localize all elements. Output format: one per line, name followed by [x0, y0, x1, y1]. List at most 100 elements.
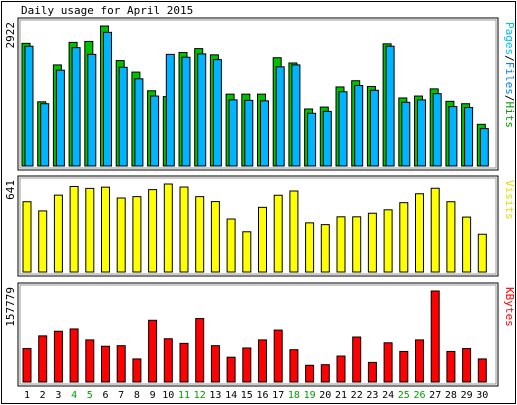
legend-visits: Visits [503, 180, 516, 220]
bar-visits-day-16 [258, 206, 267, 273]
bar-visits-day-3 [53, 194, 63, 273]
bar-files-day-23 [369, 89, 379, 167]
bar-kbytes-day-30 [477, 358, 487, 383]
day-label-13: 13 [209, 390, 221, 401]
bar-files-day-14 [228, 99, 238, 167]
legend: Visits [503, 180, 516, 220]
bar-files-day-6 [103, 31, 112, 167]
day-label-19: 19 [304, 390, 316, 401]
day-label-16: 16 [256, 390, 268, 401]
bar-visits-day-20 [320, 224, 330, 273]
bar-files-day-27 [432, 93, 442, 167]
day-label-15: 15 [241, 390, 253, 401]
legend-hits: Hits [503, 102, 516, 129]
day-label-14: 14 [225, 390, 237, 401]
day-label-6: 6 [102, 390, 108, 401]
bar-files-day-15 [244, 99, 254, 167]
bar-kbytes-day-23 [367, 361, 377, 383]
hits-files-panel: 2922 Pages/Files/Hits [4, 17, 516, 171]
bar-kbytes-day-14 [226, 356, 236, 383]
bar-visits-day-14 [226, 218, 236, 273]
bar-visits-day-17 [273, 194, 283, 273]
bar-files-day-2 [40, 103, 50, 167]
bar-visits-day-1 [22, 201, 32, 273]
day-label-23: 23 [366, 390, 378, 401]
bar-kbytes-day-9 [148, 319, 158, 383]
bar-visits-day-23 [367, 212, 377, 273]
bar-kbytes-day-19 [305, 364, 315, 383]
bar-files-day-25 [401, 101, 411, 167]
day-label-10: 10 [162, 390, 174, 401]
bar-kbytes-day-17 [273, 329, 283, 383]
bar-files-day-16 [260, 100, 269, 167]
bar-visits-day-24 [383, 209, 393, 273]
bar-kbytes-day-29 [462, 348, 472, 383]
bar-visits-day-22 [352, 216, 362, 273]
day-axis-labels: 1 2 3 4 5 6 7 8 9 10 11 12 13 14 15 16 17 18 19 20 21 22 23 24 2… [24, 390, 488, 401]
bar-visits-day-9 [148, 189, 158, 273]
bar-kbytes-day-5 [85, 339, 95, 383]
bar-kbytes-day-18 [289, 349, 299, 383]
legend: Pages/Files/Hits [503, 22, 516, 128]
bar-files-day-12 [197, 53, 207, 167]
bar-files-day-9 [150, 95, 160, 167]
day-label-20: 20 [319, 390, 331, 401]
chart-title: Daily usage for April 2015 [21, 4, 193, 17]
bar-kbytes-day-26 [415, 339, 424, 383]
day-label-18: 18 [288, 390, 300, 401]
bar-visits-day-27 [430, 187, 440, 273]
day-label-12: 12 [194, 390, 206, 401]
bar-visits-day-26 [415, 193, 424, 273]
bar-kbytes-day-21 [336, 355, 346, 383]
bar-files-day-26 [417, 99, 426, 167]
bar-files-day-28 [448, 106, 458, 167]
bar-files-day-29 [464, 107, 474, 167]
bar-files-day-7 [118, 66, 128, 167]
bar-kbytes-day-7 [116, 345, 126, 383]
bar-files-day-18 [291, 64, 301, 167]
bar-kbytes-day-28 [446, 350, 456, 383]
day-label-11: 11 [178, 390, 190, 401]
bar-files-day-20 [322, 110, 332, 167]
bar-files-day-10 [165, 53, 175, 167]
bar-kbytes-day-1 [22, 348, 32, 383]
bar-files-day-19 [307, 112, 317, 167]
legend: KBytes [503, 287, 516, 327]
bar-visits-day-12 [195, 196, 205, 273]
day-label-27: 27 [429, 390, 441, 401]
bar-visits-day-8 [132, 196, 142, 273]
bar-kbytes-day-8 [132, 358, 142, 383]
bar-kbytes-day-12 [195, 318, 205, 383]
legend-files: Files [503, 62, 516, 95]
legend-pages: Pages [503, 22, 516, 55]
day-label-4: 4 [71, 390, 77, 401]
bar-visits-day-6 [101, 186, 110, 273]
panel-bevel [19, 284, 497, 385]
bar-visits-day-10 [163, 183, 173, 273]
bar-visits-day-25 [399, 202, 409, 273]
bar-visits-day-13 [210, 201, 220, 273]
bar-visits-day-7 [116, 197, 126, 273]
max-value-label: 157779 [4, 287, 17, 327]
bar-visits-day-18 [289, 190, 299, 273]
bar-kbytes-day-13 [210, 345, 220, 383]
kbytes-panel: 157779 KBytes [4, 282, 516, 387]
bar-visits-day-28 [446, 201, 456, 273]
day-label-3: 3 [55, 390, 61, 401]
bar-visits-day-4 [69, 185, 79, 273]
bar-files-day-21 [338, 91, 348, 167]
bar-visits-day-21 [336, 216, 346, 273]
bar-kbytes-day-16 [258, 339, 267, 383]
day-label-9: 9 [150, 390, 156, 401]
day-label-8: 8 [134, 390, 140, 401]
bar-files-day-3 [55, 69, 65, 167]
bar-visits-day-5 [85, 187, 95, 273]
legend-separator: / [503, 55, 516, 62]
bar-files-day-8 [134, 78, 144, 167]
day-label-26: 26 [413, 390, 425, 401]
max-value-label: 641 [4, 180, 17, 200]
bar-kbytes-day-15 [242, 347, 252, 383]
bar-kbytes-day-25 [399, 350, 409, 383]
day-label-5: 5 [87, 390, 93, 401]
